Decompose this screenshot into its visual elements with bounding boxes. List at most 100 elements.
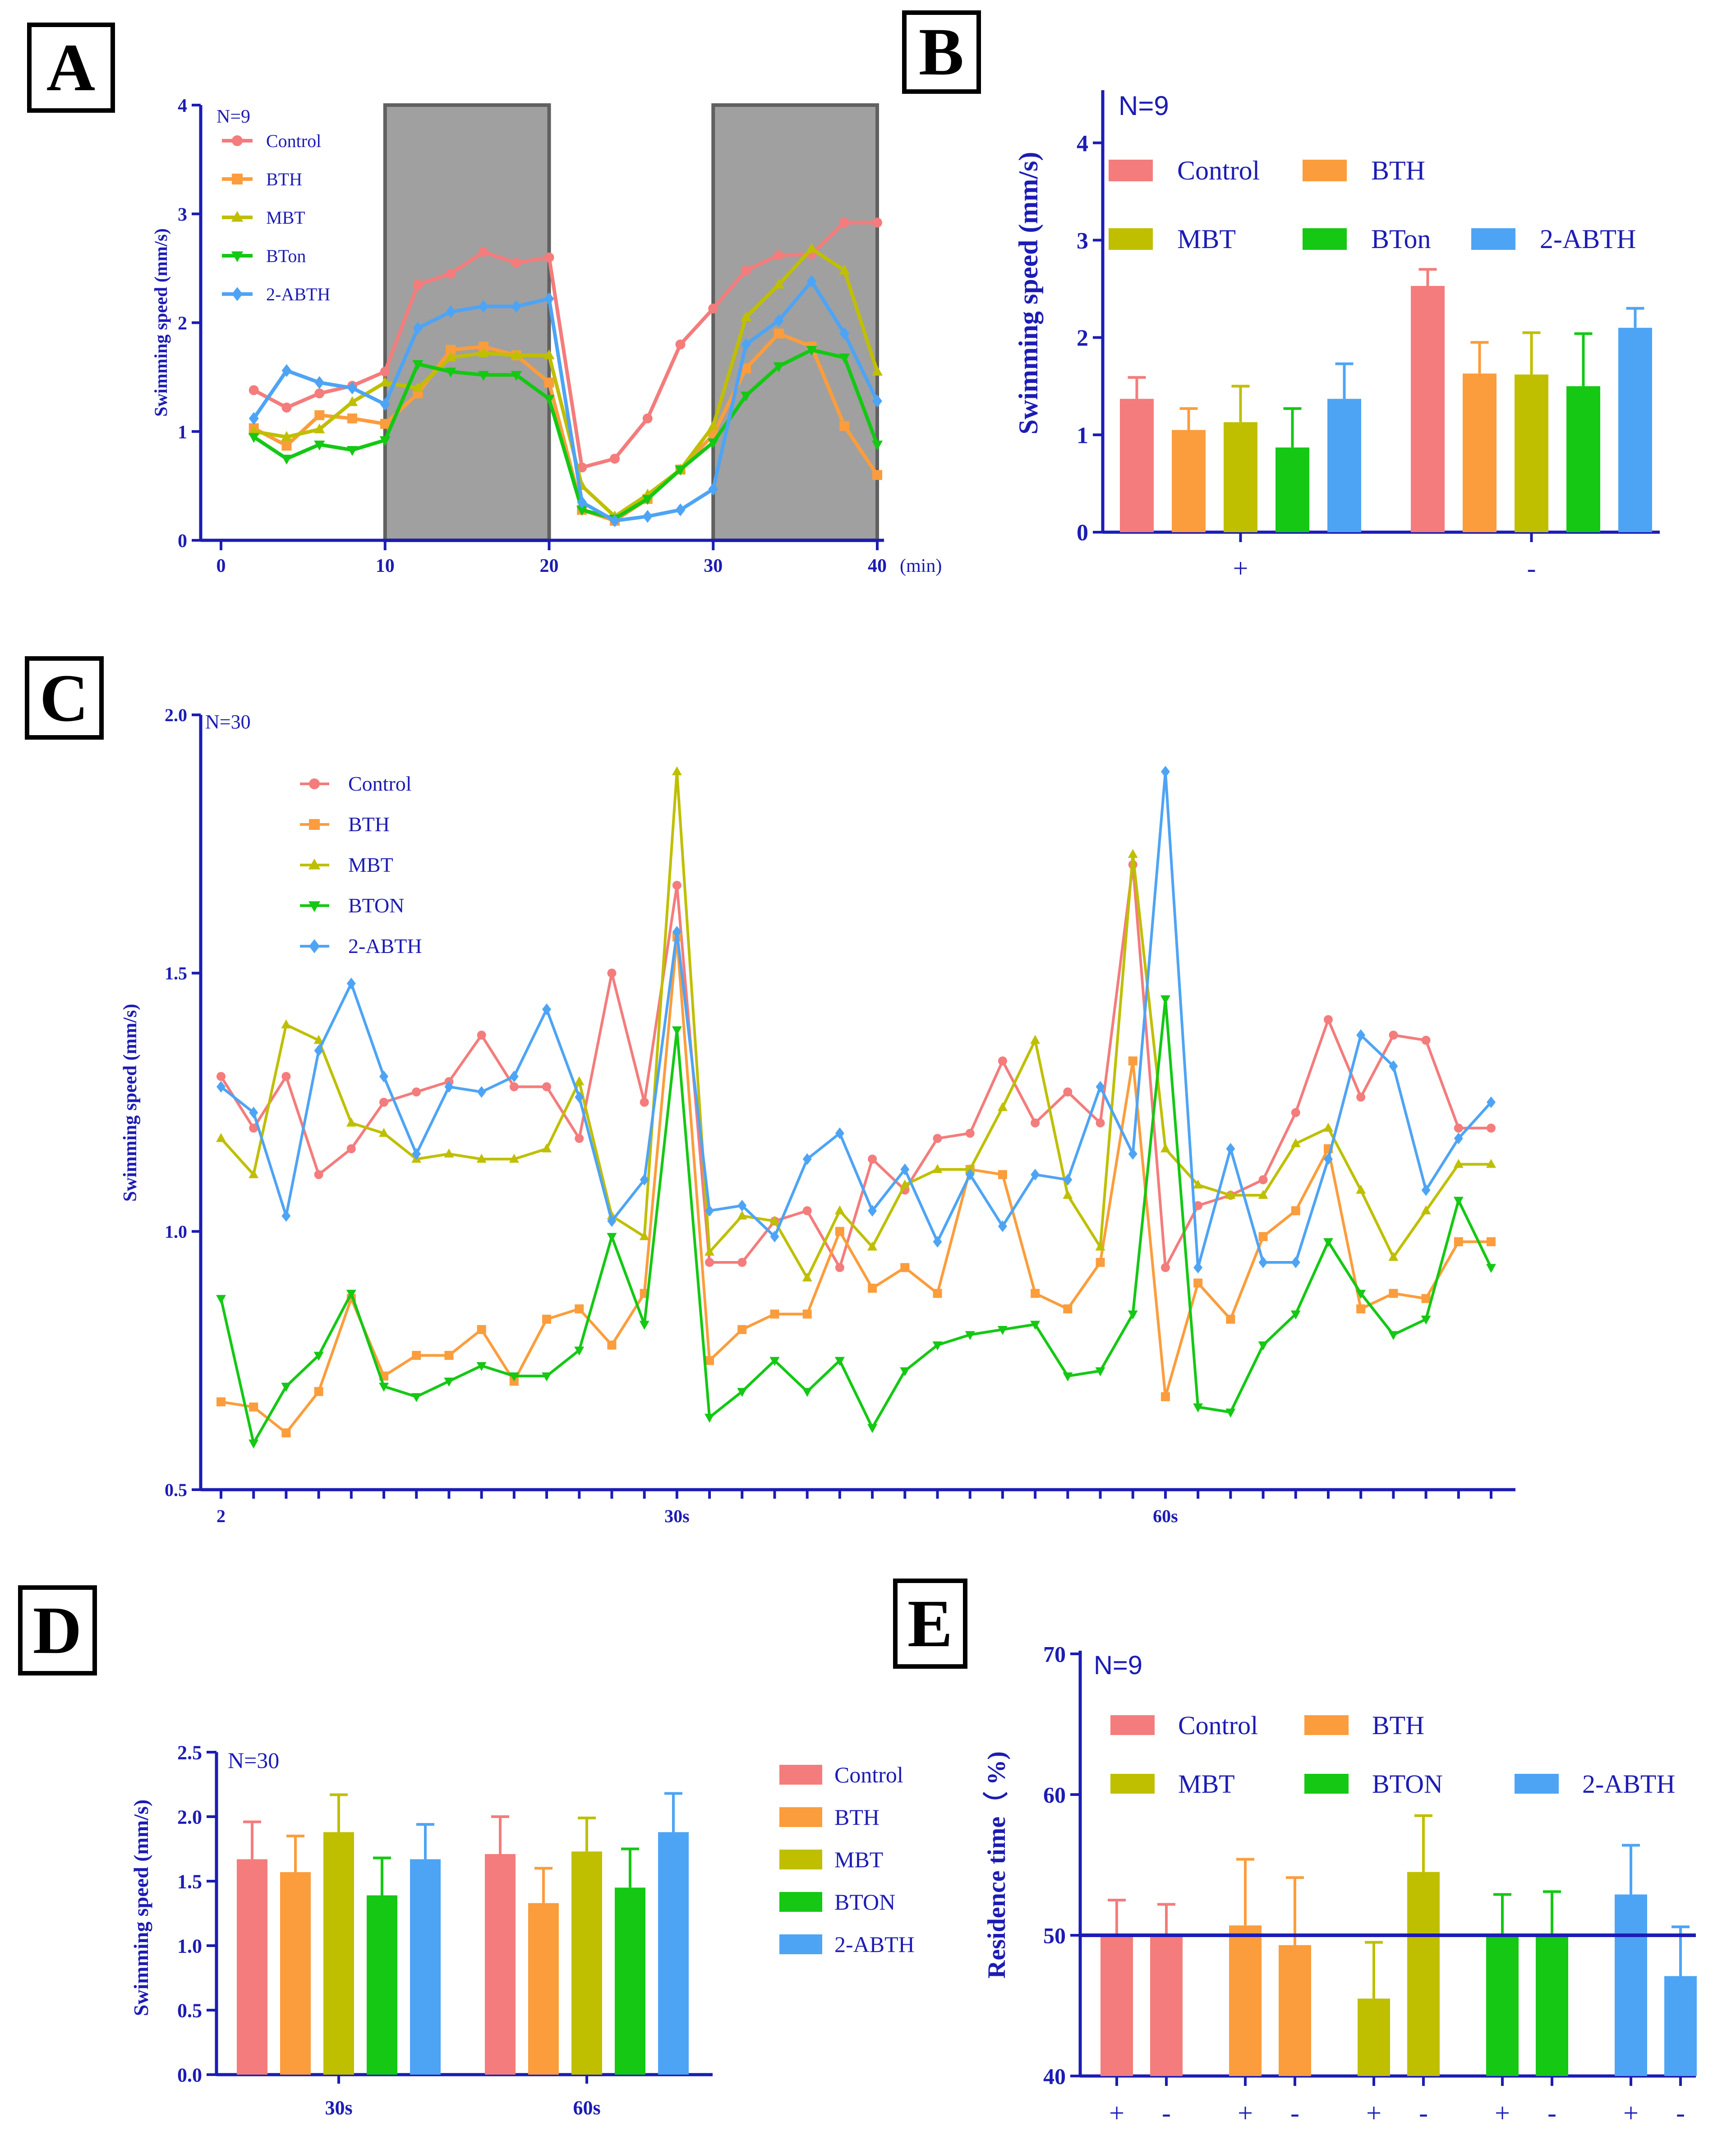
- data-point-bton: [675, 465, 686, 476]
- data-point-bth: [1160, 1392, 1170, 1401]
- data-point-mbt: [806, 243, 817, 253]
- data-point-2-abth: [770, 1230, 779, 1243]
- y-tick-label: 0: [1077, 520, 1088, 546]
- data-point-bth: [737, 1325, 747, 1334]
- series-line-control: [253, 221, 877, 470]
- data-point-bth: [544, 377, 554, 388]
- data-point-control: [640, 1098, 649, 1107]
- x-category-label: -: [1419, 2098, 1428, 2128]
- data-point-bton: [445, 368, 456, 378]
- data-point-mbt: [476, 1153, 487, 1163]
- data-point-control: [802, 1206, 812, 1215]
- data-point-mbt: [216, 1133, 226, 1142]
- data-point-2-abth: [479, 300, 488, 313]
- data-point-bth: [216, 1397, 226, 1407]
- legend-label-bth: BTH: [1371, 156, 1425, 185]
- data-point-2-abth: [216, 1081, 226, 1093]
- data-point-bton: [672, 1026, 682, 1036]
- bar-2-abth-1: [658, 1832, 689, 2075]
- data-point-mbt: [313, 1035, 324, 1044]
- legend-marker-bth: [309, 819, 320, 830]
- data-point-mbt: [346, 1117, 356, 1127]
- data-point-bton: [1323, 1238, 1333, 1247]
- y-tick-label: 0.5: [177, 1999, 202, 2021]
- data-point-2-abth: [802, 1153, 812, 1165]
- data-point-mbt: [281, 431, 292, 441]
- data-point-bton: [769, 1357, 780, 1366]
- legend-label-bton: BTon: [1371, 224, 1431, 254]
- legend-label-2-abth: 2-ABTH: [266, 284, 330, 304]
- data-point-bton: [607, 1233, 617, 1242]
- data-point-bton: [642, 495, 653, 505]
- x-category-label: -: [1676, 2098, 1685, 2128]
- data-point-bth: [1096, 1258, 1105, 1267]
- legend-marker-2-abth: [232, 287, 243, 301]
- data-point-2-abth: [477, 1086, 486, 1098]
- data-point-bth: [770, 1309, 779, 1319]
- bar-bth-1: [1463, 373, 1497, 532]
- data-point-mbt: [1193, 1179, 1203, 1189]
- data-point-bth: [314, 1387, 323, 1396]
- data-point-mbt: [1356, 1184, 1366, 1194]
- data-point-2-abth: [314, 1045, 323, 1057]
- svg-text:C: C: [40, 661, 88, 736]
- x-category-label: +: [1109, 2098, 1124, 2128]
- data-point-control: [835, 1263, 844, 1272]
- bar-control-1: [1150, 1937, 1183, 2076]
- y-tick-label: 2.0: [165, 705, 187, 725]
- y-tick-label: 40: [1043, 2064, 1066, 2089]
- data-point-control: [872, 217, 882, 228]
- legend-label-control: Control: [348, 772, 412, 795]
- data-point-control: [346, 1144, 356, 1154]
- data-point-control: [1193, 1201, 1203, 1211]
- data-point-control: [1160, 1263, 1170, 1272]
- bar-bth-0: [1229, 1925, 1262, 2076]
- data-point-bton: [346, 446, 358, 456]
- y-tick-label: 2.0: [177, 1806, 202, 1828]
- data-point-mbt: [1421, 1205, 1431, 1215]
- data-point-2-abth: [839, 327, 850, 340]
- data-point-bth: [542, 1315, 552, 1324]
- data-point-2-abth: [380, 398, 390, 411]
- data-point-control: [1356, 1092, 1366, 1102]
- data-point-mbt: [574, 1076, 585, 1086]
- data-point-2-abth: [672, 926, 682, 938]
- bar-bton-1: [615, 1887, 645, 2075]
- data-point-bth: [347, 413, 357, 423]
- data-point-control: [1258, 1175, 1268, 1184]
- y-tick-label: 0: [178, 531, 187, 552]
- data-point-bton: [574, 1346, 585, 1356]
- data-point-bton: [806, 346, 817, 356]
- legend-swatch-control: [1110, 1715, 1155, 1735]
- data-point-control: [1487, 1123, 1496, 1133]
- bar-bth-1: [528, 1903, 559, 2075]
- data-point-bth: [802, 1309, 812, 1319]
- data-point-mbt: [639, 1231, 649, 1240]
- data-point-control: [1096, 1118, 1105, 1128]
- data-point-mbt: [1225, 1190, 1236, 1199]
- legend-marker-bton: [308, 901, 321, 912]
- data-point-2-abth: [774, 314, 784, 327]
- data-point-bth: [933, 1289, 942, 1298]
- series-line-bton: [253, 348, 879, 520]
- panel-label-e: E: [893, 1579, 967, 1669]
- chart-d-bar-plot: 0.0 0.5 1.0 1.5 2.0 2.5 Swimming speed (mm/s) N…: [129, 1741, 915, 2119]
- data-point-bton: [281, 1382, 291, 1392]
- data-point-bton: [509, 1372, 519, 1382]
- data-point-mbt: [281, 1019, 291, 1029]
- data-point-bth: [1031, 1289, 1040, 1298]
- panel-label-b: B: [902, 10, 981, 94]
- legend-label-2-abth: 2-ABTH: [834, 1932, 915, 1957]
- data-point-bton: [773, 362, 784, 373]
- bar-mbt-1: [1407, 1872, 1440, 2076]
- data-point-mbt: [444, 1148, 454, 1158]
- data-point-bth: [705, 1356, 714, 1365]
- x-tick-label: 0: [216, 556, 226, 576]
- data-point-2-abth: [607, 1215, 617, 1227]
- bar-control-1: [1411, 285, 1445, 532]
- data-point-bton: [1160, 995, 1170, 1004]
- data-point-control: [314, 388, 325, 399]
- data-point-2-abth: [1291, 1257, 1300, 1269]
- legend-marker-mbt: [308, 858, 321, 870]
- shaded-block-1: [383, 103, 551, 542]
